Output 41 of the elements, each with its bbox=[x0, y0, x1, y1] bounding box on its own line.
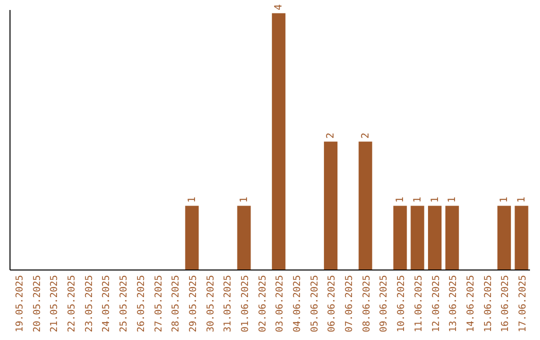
data-label: 1 bbox=[430, 196, 441, 203]
x-tick-label: 27.05.2025 bbox=[153, 275, 164, 332]
data-label: 1 bbox=[499, 196, 510, 203]
x-tick-label: 15.06.2025 bbox=[482, 275, 494, 332]
x-tick-label: 09.06.2025 bbox=[378, 275, 390, 332]
x-tick-label: 01.06.2025 bbox=[240, 275, 251, 332]
x-tick-label: 21.05.2025 bbox=[49, 275, 60, 332]
x-tick-label: 05.06.2025 bbox=[309, 275, 320, 332]
x-tick-label: 07.06.2025 bbox=[344, 275, 356, 332]
x-tick-label: 30.05.2025 bbox=[205, 275, 216, 332]
data-label: 2 bbox=[360, 132, 372, 139]
x-tick-label: 17.06.2025 bbox=[518, 275, 528, 332]
x-tick-label: 19.05.2025 bbox=[14, 275, 26, 332]
x-tick-label: 04.06.2025 bbox=[292, 275, 304, 332]
x-tick-label: 23.05.2025 bbox=[84, 275, 95, 332]
x-tick-label: 08.06.2025 bbox=[361, 275, 372, 332]
x-tick-label: 24.05.2025 bbox=[101, 275, 112, 332]
data-label: 1 bbox=[447, 196, 458, 203]
x-tick-label: 25.05.2025 bbox=[118, 275, 130, 332]
data-label: 4 bbox=[274, 4, 285, 10]
x-tick-label: 22.05.2025 bbox=[66, 275, 78, 332]
x-tick-label: 03.06.2025 bbox=[274, 275, 286, 332]
x-tick-label: 02.06.2025 bbox=[257, 275, 268, 332]
data-label: 1 bbox=[186, 196, 198, 203]
x-tick-label: 10.06.2025 bbox=[396, 275, 408, 332]
x-tick-label: 14.06.2025 bbox=[465, 275, 476, 332]
data-label: 1 bbox=[516, 196, 528, 203]
data-label: 1 bbox=[238, 196, 250, 203]
data-label: 1 bbox=[412, 196, 424, 203]
x-tick-label: 16.06.2025 bbox=[500, 275, 512, 332]
data-label: 2 bbox=[326, 132, 337, 139]
x-tick-label: 29.05.2025 bbox=[188, 275, 199, 332]
x-tick-label: 31.05.2025 bbox=[222, 275, 234, 332]
x-tick-label: 06.06.2025 bbox=[326, 275, 338, 332]
x-tick-label: 20.05.2025 bbox=[32, 275, 43, 332]
data-label: 1 bbox=[395, 196, 406, 203]
x-tick-label: 28.05.2025 bbox=[170, 275, 182, 332]
x-tick-label: 11.06.2025 bbox=[413, 275, 424, 332]
x-tick-label: 26.05.2025 bbox=[136, 275, 147, 332]
x-tick-label: 12.06.2025 bbox=[430, 275, 442, 332]
x-tick-label: 13.06.2025 bbox=[448, 275, 460, 332]
